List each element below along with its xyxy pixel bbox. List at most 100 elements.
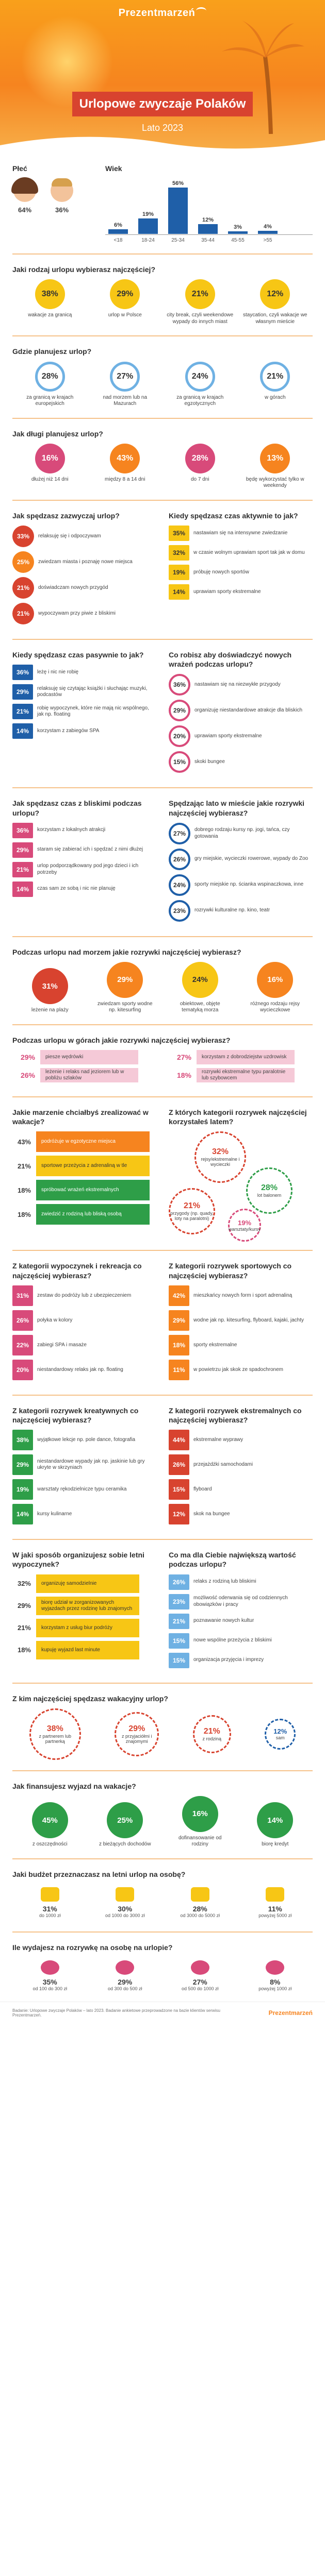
coins-icon xyxy=(190,1960,209,1975)
q9-item: 23% rozrywki kulturalne np. kino, teatr xyxy=(169,900,313,922)
q2-item: 24% za granicą w krajach egzotycznych xyxy=(167,361,234,408)
age-category-label: 35-44 xyxy=(201,238,215,244)
q11-item: 26% leżenie i relaks nad jeziorem lub w p… xyxy=(12,1068,156,1083)
coins-icon xyxy=(116,1960,135,1975)
q5-title: Kiedy spędzasz czas aktywnie to jak? xyxy=(169,511,298,520)
footer: Badanie: Urlopowe zwyczaje Polaków – lat… xyxy=(0,2002,325,2026)
male-face-icon: 36% xyxy=(50,178,74,214)
q16-title: Z kategorii rozrywek kreatywnych co najc… xyxy=(12,1406,139,1424)
age-category-label: <18 xyxy=(113,238,123,244)
q23-item: 27% od 500 do 1000 zł xyxy=(177,1960,223,1991)
q5-item: 19% próbuję nowych sportów xyxy=(169,564,313,580)
female-face-icon: 64% xyxy=(11,177,38,214)
q6-item: 14% korzystam z zabiegów SPA xyxy=(12,723,156,739)
q18-block: W jaki sposób organizujesz sobie letni w… xyxy=(12,1550,156,1672)
q10-item: 16% różnego rodzaju rejsy wycieczkowe xyxy=(247,961,303,1014)
q19-block: Co ma dla Ciebie największą wartość podc… xyxy=(169,1550,313,1672)
q2-item: 28% za granicą w krajach europejskich xyxy=(17,361,84,408)
q9-title: Spędzając lato w mieście jakie rozrywki … xyxy=(169,799,305,817)
q19-title: Co ma dla Ciebie największą wartość podc… xyxy=(169,1551,296,1569)
q12-block: Jakie marzenie chciałbyś zrealizować w w… xyxy=(12,1108,156,1240)
wave-decoration xyxy=(0,137,325,155)
q5-item: 32% w czasie wolnym uprawiam sport tak ja… xyxy=(169,545,313,561)
q20-title: Z kim najczęściej spędzasz wakacyjny url… xyxy=(12,1694,168,1703)
q12-q13-section: Jakie marzenie chciałbyś zrealizować w w… xyxy=(0,1100,325,1247)
q22-item: 31% do 1000 zł xyxy=(27,1887,73,1918)
q8-q9-section: Jak spędzasz czas z bliskimi podczas url… xyxy=(0,791,325,933)
q9-item: 26% gry miejskie, wycieczki rowerowe, wyp… xyxy=(169,848,313,870)
q17-title: Z kategorii rozrywek ekstremalnych co na… xyxy=(169,1406,302,1424)
q23-item: 35% od 100 do 300 zł xyxy=(27,1960,73,1991)
palm-tree-icon xyxy=(222,21,304,134)
age-category-label: 25-34 xyxy=(171,238,185,244)
q20-section: Z kim najczęściej spędzasz wakacyjny url… xyxy=(0,1687,325,1767)
age-bar-label: 19% xyxy=(142,211,154,217)
q22-title: Jaki budżet przeznaczasz na letni urlop … xyxy=(12,1870,186,1878)
q22-item: 11% powyżej 5000 zł xyxy=(252,1887,298,1918)
q11-section: Podczas urlopu w górach jakie rozrywki n… xyxy=(0,1028,325,1093)
q2-section: Gdzie planujesz urlop? 28% za granicą w k… xyxy=(0,340,325,414)
q7-item: 29% organizuję niestandardowe atrakcje dl… xyxy=(169,700,313,722)
female-pct: 64% xyxy=(18,206,32,214)
q17-item: 44% ekstremalne wyprawy xyxy=(169,1430,313,1451)
q14-item: 20% niestandardowy relaks jak np. floatin… xyxy=(12,1359,156,1380)
q13-title: Z których kategorii rozrywek najczęściej… xyxy=(169,1108,307,1126)
q2-item: 21% w górach xyxy=(241,361,308,408)
q6-title: Kiedy spędzasz czas pasywnie to jak? xyxy=(12,650,144,659)
q17-item: 15% flyboard xyxy=(169,1479,313,1500)
q4-item: 33% relaksuję się i odpoczywam xyxy=(12,525,156,547)
q13-item: 19% warsztaty/kursy xyxy=(228,1209,261,1242)
q10-item: 29% zwiedzam sporty wodne np. kitesurfing xyxy=(96,961,153,1014)
q3-item: 13% będę wykorzystać tylko w weekendy xyxy=(241,443,308,489)
q3-item: 16% dłużej niż 14 dni xyxy=(17,443,84,489)
q15-block: Z kategorii rozrywek sportowych co najcz… xyxy=(169,1261,313,1384)
q18-item: 18% kupuję wyjazd last minute xyxy=(12,1640,156,1659)
q4-item: 21% doświadczam nowych przygód xyxy=(12,577,156,599)
suitcase-icon xyxy=(266,1887,285,1902)
q6-item: 21% robię wypoczynek, które nie mają nic … xyxy=(12,704,156,720)
q7-block: Co robisz aby doświadczyć nowych wrażeń … xyxy=(169,650,313,777)
q10-title: Podczas urlopu nad morzem jakie rozrywki… xyxy=(12,947,241,956)
q5-item: 35% nastawiam się na intensywne zwiedzani… xyxy=(169,525,313,541)
q4-title: Jak spędzasz zazwyczaj urlop? xyxy=(12,511,120,520)
age-category-label: 45-55 xyxy=(231,238,245,244)
q1-item: 21% city break, czyli weekendowe wypady d… xyxy=(167,279,234,325)
q16-q17-section: Z kategorii rozrywek kreatywnych co najc… xyxy=(0,1399,325,1536)
q21-title: Jak finansujesz wyjazd na wakacje? xyxy=(12,1782,136,1790)
age-bar xyxy=(138,218,158,234)
q20-item: 29% z przyjaciółmi i znajomymi xyxy=(115,1711,159,1756)
q20-item: 21% z rodziną xyxy=(192,1715,231,1753)
q18-item: 21% korzystam z usług biur podróży xyxy=(12,1618,156,1637)
q14-q15-section: Z kategorii wypoczynek i rekreacja co na… xyxy=(0,1254,325,1391)
q6-item: 36% leżę i nic nie robię xyxy=(12,665,156,681)
q9-item: 24% sporty miejskie np. ścianka wspinaczk… xyxy=(169,874,313,896)
q11-item: 27% korzystam z dobrodziejstw uzdrowisk xyxy=(169,1050,313,1065)
age-bar xyxy=(108,229,128,234)
footer-logo[interactable]: Prezentmarzeń xyxy=(268,2009,313,2017)
q13-item: 32% rejsy/ekstremalne i wycieczki xyxy=(194,1131,246,1183)
q14-item: 26% połyka w kolory xyxy=(12,1310,156,1331)
q11-item: 18% rozrywki ekstremalne typu paralotnie … xyxy=(169,1068,313,1083)
q15-title: Z kategorii rozrywek sportowych co najcz… xyxy=(169,1262,292,1280)
q4-block: Jak spędzasz zazwyczaj urlop? 33% relaksu… xyxy=(12,511,156,629)
q20-item: 12% sam xyxy=(265,1718,296,1750)
q21-item: 45% z oszczędności xyxy=(22,1802,78,1848)
q5-item: 14% uprawiam sporty ekstremalne xyxy=(169,584,313,600)
q17-item: 12% skok na bungee xyxy=(169,1504,313,1525)
q8-item: 29% staram się zabierać ich i spędzać z n… xyxy=(12,842,156,858)
q19-item: 15% organizacja przyjęcia i imprezy xyxy=(169,1652,313,1668)
age-bar-chart: 6% <18 19% 18-24 56% 25-34 12% 35-44 3% 45-55 4% >5… xyxy=(105,178,313,245)
q20-item: 38% z partnerem lub partnerką xyxy=(29,1708,81,1760)
age-bar-label: 6% xyxy=(114,222,122,228)
q2-item: 27% nad morzem lub na Mazurach xyxy=(91,361,158,408)
age-bar-label: 12% xyxy=(202,216,214,223)
q23-item: 29% od 300 do 500 zł xyxy=(102,1960,148,1991)
suitcase-icon xyxy=(116,1887,135,1902)
q9-block: Spędzając lato w mieście jakie rozrywki … xyxy=(169,799,313,925)
q3-title: Jak długi planujesz urlop? xyxy=(12,429,103,438)
q12-item: 18% zwiedzić z rodziną lub bliską osobą xyxy=(12,1204,156,1225)
q11-item: 29% piesze wędrówki xyxy=(12,1050,156,1065)
q7-item: 15% skoki bungee xyxy=(169,751,313,773)
q1-item: 12% staycation, czyli wakacje we własnym … xyxy=(241,279,308,325)
q5-block: Kiedy spędzasz czas aktywnie to jak? 35%… xyxy=(169,511,313,629)
